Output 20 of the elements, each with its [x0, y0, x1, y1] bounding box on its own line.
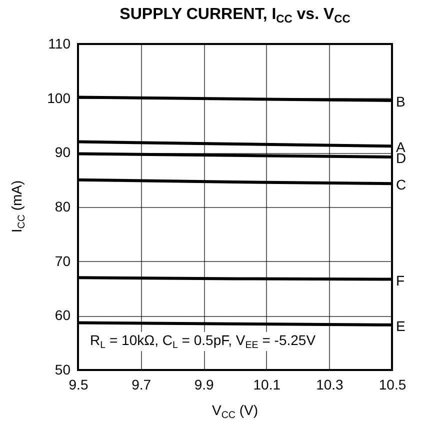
y-tick-label: 90 — [54, 144, 71, 160]
annotation: R$_{L}$ = 10kΩ, C$_{L}$ = 0.5pF, V$_{EE}$ = -5.25V — [88, 332, 318, 351]
x-tick-label: 9.9 — [194, 376, 214, 392]
y-tick-label: 70 — [54, 252, 71, 269]
y-tick-label: 60 — [54, 307, 71, 324]
x-axis-title: V$_{CC}$ (V) — [210, 402, 260, 421]
chart-title: SUPPLY CURRENT, I$_{CC}$ vs. V$_{CC}$ — [118, 6, 352, 26]
y-tick-label: 50 — [54, 362, 71, 378]
series-label: F — [396, 272, 405, 288]
series-label: C — [396, 176, 406, 193]
x-tick-label: 10.1 — [253, 376, 281, 392]
y-tick-label: 80 — [54, 198, 71, 214]
x-tick-label: 9.5 — [68, 376, 88, 392]
x-tick-label: 10.5 — [378, 376, 406, 392]
series-label: E — [396, 318, 406, 334]
x-tick-label: 9.7 — [132, 376, 152, 392]
series-label: B — [396, 94, 406, 110]
y-tick-label: 110 — [48, 36, 71, 52]
x-tick-label: 10.3 — [316, 376, 344, 392]
y-tick-label: 100 — [47, 90, 71, 106]
